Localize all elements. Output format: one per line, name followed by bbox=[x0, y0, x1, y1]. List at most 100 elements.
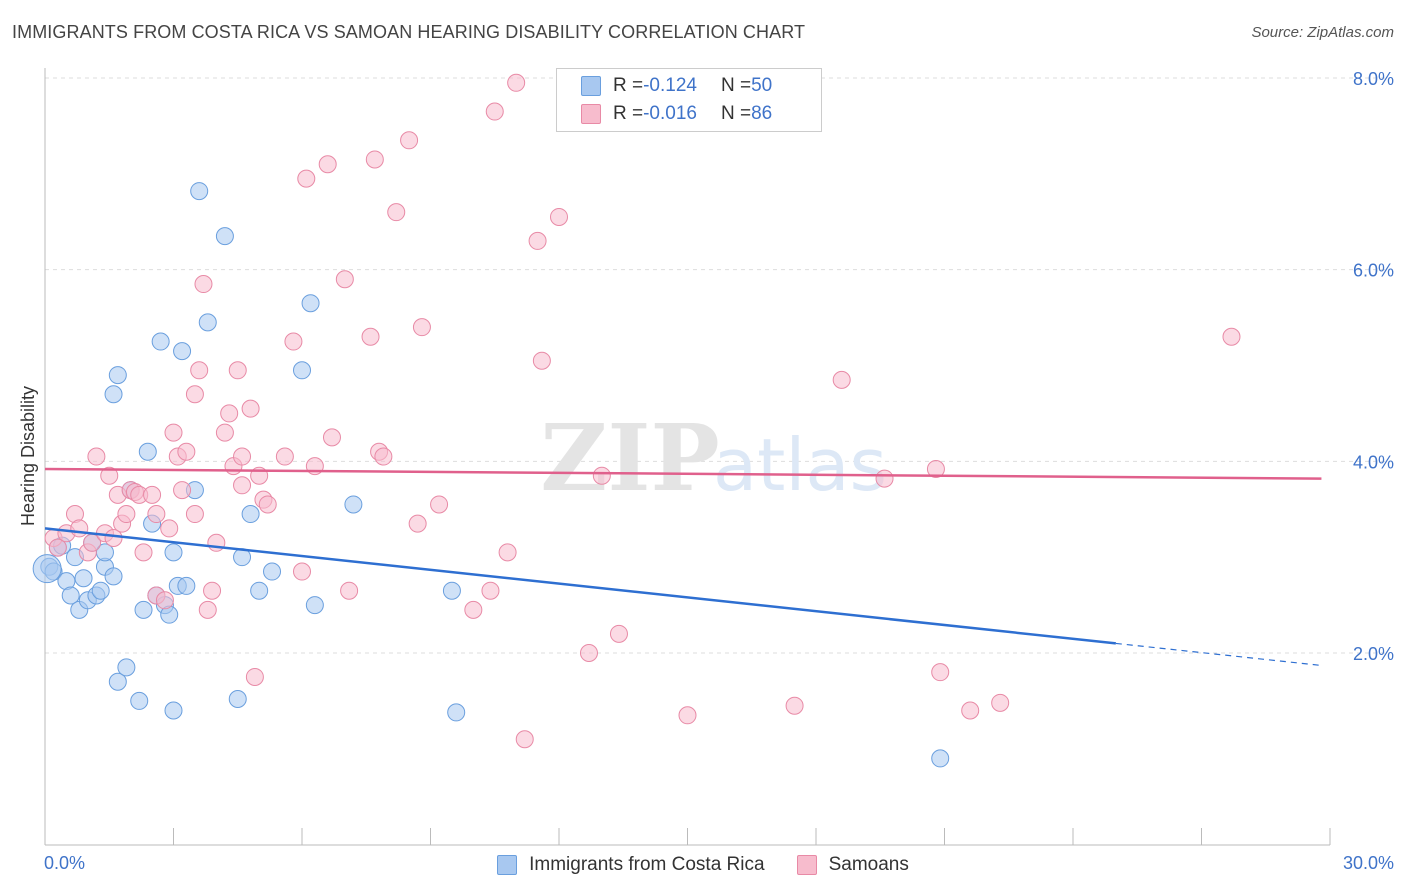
data-point-costa-rica bbox=[117, 658, 136, 677]
legend-item-costa-rica: Immigrants from Costa Rica bbox=[497, 854, 765, 876]
data-point-costa-rica bbox=[190, 182, 209, 201]
gridlines bbox=[45, 77, 1390, 654]
data-point-samoan bbox=[926, 460, 945, 478]
data-point-samoan bbox=[117, 505, 136, 524]
data-point-costa-rica bbox=[61, 586, 80, 605]
x-tick-label-max: 30.0% bbox=[1343, 853, 1394, 873]
source-credit: Source: ZipAtlas.com bbox=[1251, 24, 1394, 41]
legend-r-value: -0.124 bbox=[643, 75, 697, 96]
data-point-samoan bbox=[215, 423, 234, 442]
data-point-samoan bbox=[1222, 327, 1241, 346]
data-point-costa-rica bbox=[228, 690, 247, 708]
legend-n-value: 86 bbox=[751, 103, 773, 124]
watermark-atlas: atlas bbox=[713, 423, 887, 507]
data-point-samoan bbox=[190, 361, 209, 380]
data-point-samoan bbox=[340, 581, 359, 600]
y-tick-label: 8.0% bbox=[1353, 69, 1394, 89]
data-point-samoan bbox=[173, 481, 192, 500]
trend-line-costa-rica bbox=[44, 527, 1116, 645]
legend-n-label: N = bbox=[720, 103, 752, 124]
data-point-samoan bbox=[532, 351, 551, 370]
data-point-samoan bbox=[207, 533, 226, 552]
data-point-samoan bbox=[365, 150, 384, 169]
data-point-costa-rica bbox=[305, 596, 324, 615]
data-point-samoan bbox=[194, 275, 213, 294]
data-point-samoan bbox=[408, 514, 427, 533]
legend-swatch-samoans bbox=[581, 104, 601, 124]
data-point-costa-rica bbox=[241, 505, 260, 524]
x-tick-label-min: 0.0% bbox=[44, 853, 85, 873]
legend-swatch-costa-rica bbox=[581, 76, 601, 96]
data-point-samoan bbox=[515, 730, 534, 749]
data-point-samoan bbox=[318, 155, 337, 174]
data-point-samoan bbox=[198, 600, 217, 619]
y-tick-label: 4.0% bbox=[1353, 452, 1394, 472]
data-point-samoan bbox=[185, 385, 204, 404]
data-point-samoan bbox=[579, 644, 598, 662]
legend-label-costa-rica: Immigrants from Costa Rica bbox=[529, 854, 765, 875]
data-point-costa-rica bbox=[108, 672, 127, 691]
data-point-costa-rica bbox=[177, 576, 196, 595]
data-point-costa-rica bbox=[134, 600, 153, 619]
data-point-samoan bbox=[155, 591, 174, 610]
x-tick-labels: 0.0% 30.0% bbox=[44, 853, 1394, 873]
data-point-samoan bbox=[528, 231, 547, 250]
data-point-costa-rica bbox=[215, 227, 234, 246]
data-point-samoan bbox=[387, 203, 406, 222]
legend-swatch-costa-rica bbox=[497, 855, 518, 875]
data-point-costa-rica bbox=[198, 313, 217, 332]
data-point-samoan bbox=[507, 73, 526, 92]
data-point-samoan bbox=[931, 663, 950, 682]
data-point-samoan bbox=[203, 581, 222, 600]
y-axis-label: Hearing Disability bbox=[18, 386, 38, 526]
data-point-samoan bbox=[412, 318, 431, 337]
data-point-samoan bbox=[70, 519, 89, 538]
series-legend: Immigrants from Costa Rica Samoans bbox=[0, 852, 1406, 878]
legend-swatch-samoans bbox=[796, 855, 817, 875]
legend-row-costa-rica: R = -0.124 N = 50 bbox=[581, 72, 772, 100]
data-point-costa-rica bbox=[164, 543, 183, 562]
data-point-costa-rica bbox=[301, 294, 320, 313]
data-point-samoan bbox=[164, 423, 183, 442]
legend-item-samoans: Samoans bbox=[796, 854, 909, 876]
data-point-samoan bbox=[233, 476, 252, 495]
data-point-samoan bbox=[485, 102, 504, 121]
data-point-samoan bbox=[430, 495, 449, 514]
data-point-samoan bbox=[87, 447, 106, 466]
legend-label-samoans: Samoans bbox=[828, 854, 909, 875]
legend-n-value: 50 bbox=[751, 75, 773, 96]
data-point-samoan bbox=[220, 404, 239, 423]
data-point-samoan bbox=[147, 505, 166, 524]
data-point-samoan bbox=[160, 519, 179, 538]
data-point-samoan bbox=[177, 442, 196, 461]
data-point-samoan bbox=[374, 447, 393, 466]
data-point-costa-rica bbox=[130, 691, 149, 710]
trend-line-costa-rica-extension bbox=[1115, 642, 1322, 667]
axes bbox=[44, 68, 1331, 846]
legend-r-label: R = bbox=[613, 103, 644, 124]
data-point-costa-rica bbox=[250, 581, 269, 600]
data-point-samoan bbox=[609, 624, 628, 643]
y-tick-label: 6.0% bbox=[1353, 261, 1394, 281]
data-point-samoan bbox=[275, 447, 294, 466]
data-point-samoan bbox=[991, 693, 1010, 712]
data-point-samoan bbox=[293, 562, 311, 581]
data-point-samoan bbox=[400, 131, 419, 150]
data-point-costa-rica bbox=[91, 581, 110, 600]
data-point-costa-rica bbox=[173, 342, 192, 361]
data-point-samoan bbox=[228, 361, 247, 380]
stats-legend: R = -0.124 N = 50 R = -0.016 N = 86 bbox=[556, 68, 822, 132]
data-point-samoan bbox=[134, 543, 153, 562]
data-point-samoan bbox=[104, 529, 123, 547]
data-point-samoan bbox=[361, 327, 380, 346]
data-point-samoan bbox=[550, 207, 568, 226]
y-tick-labels: 2.0% 4.0% 6.0% 8.0% bbox=[1353, 69, 1394, 664]
data-point-samoan bbox=[785, 696, 804, 715]
data-point-samoan bbox=[322, 428, 341, 447]
data-point-costa-rica bbox=[138, 442, 157, 461]
y-tick-label: 2.0% bbox=[1353, 644, 1394, 664]
data-point-costa-rica bbox=[108, 366, 127, 385]
series-samoans bbox=[44, 73, 1241, 749]
data-point-samoan bbox=[875, 469, 894, 488]
